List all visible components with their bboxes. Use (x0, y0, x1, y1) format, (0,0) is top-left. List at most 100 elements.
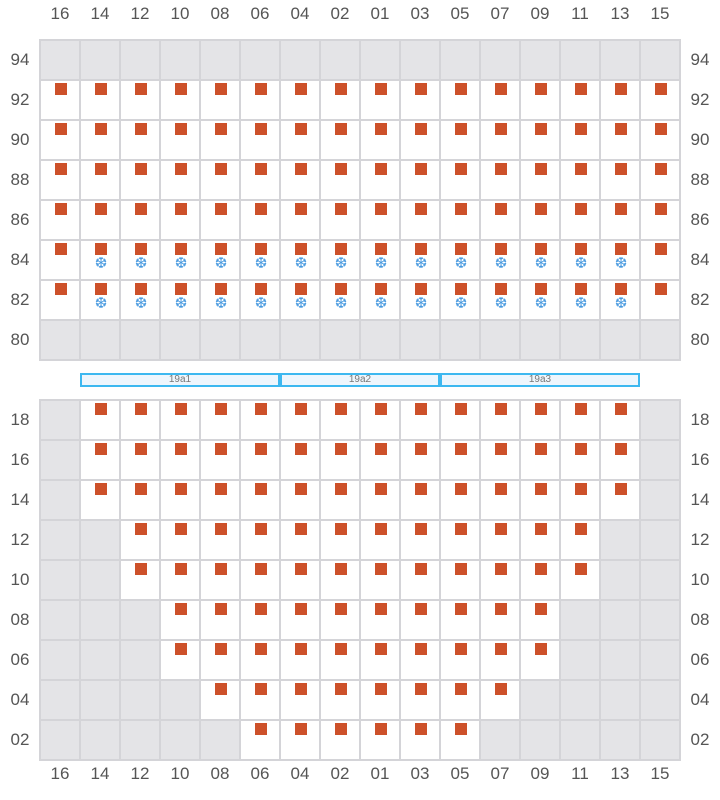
seat-cell[interactable]: ❆ (241, 241, 279, 279)
seat-marker[interactable] (495, 203, 507, 215)
seat-marker[interactable] (295, 563, 307, 575)
seat-cell[interactable] (561, 521, 599, 559)
seat-marker[interactable] (295, 603, 307, 615)
seat-cell[interactable] (441, 401, 479, 439)
seat-cell[interactable] (641, 121, 679, 159)
seat-cell[interactable] (201, 161, 239, 199)
seat-cell[interactable] (161, 601, 199, 639)
seat-marker[interactable] (295, 523, 307, 535)
seat-cell[interactable]: ❆ (481, 281, 519, 319)
seat-cell[interactable] (241, 601, 279, 639)
seat-cell[interactable] (121, 561, 159, 599)
seat-marker[interactable] (175, 563, 187, 575)
seat-cell[interactable] (401, 561, 439, 599)
seat-cell[interactable] (441, 201, 479, 239)
seat-cell[interactable] (441, 681, 479, 719)
seat-cell[interactable] (281, 721, 319, 759)
seat-marker[interactable] (175, 123, 187, 135)
seat-marker[interactable] (415, 523, 427, 535)
seat-marker[interactable] (495, 443, 507, 455)
seat-marker[interactable] (175, 403, 187, 415)
seat-marker[interactable] (495, 483, 507, 495)
seat-marker[interactable] (95, 163, 107, 175)
seat-marker[interactable] (375, 443, 387, 455)
seat-cell[interactable]: ❆ (401, 281, 439, 319)
seat-marker[interactable] (335, 643, 347, 655)
seat-marker[interactable] (535, 203, 547, 215)
seat-cell[interactable] (201, 681, 239, 719)
seat-cell[interactable] (601, 121, 639, 159)
seat-marker[interactable] (375, 683, 387, 695)
seat-cell[interactable] (241, 481, 279, 519)
seat-marker[interactable] (335, 403, 347, 415)
seat-marker[interactable] (255, 723, 267, 735)
seat-cell[interactable] (401, 441, 439, 479)
seat-cell[interactable] (321, 601, 359, 639)
seat-marker[interactable] (655, 243, 667, 255)
seat-cell[interactable] (601, 201, 639, 239)
seat-cell[interactable] (441, 561, 479, 599)
seat-marker[interactable] (255, 443, 267, 455)
seat-marker[interactable] (255, 683, 267, 695)
seat-marker[interactable] (535, 443, 547, 455)
seat-marker[interactable] (135, 443, 147, 455)
seat-marker[interactable] (335, 723, 347, 735)
seat-marker[interactable] (415, 123, 427, 135)
seat-marker[interactable] (415, 283, 427, 295)
seat-marker[interactable] (415, 563, 427, 575)
seat-cell[interactable] (521, 161, 559, 199)
seat-cell[interactable] (361, 441, 399, 479)
seat-marker[interactable] (255, 563, 267, 575)
seat-marker[interactable] (495, 683, 507, 695)
seat-marker[interactable] (495, 243, 507, 255)
seat-marker[interactable] (255, 83, 267, 95)
seat-marker[interactable] (375, 603, 387, 615)
seat-cell[interactable]: ❆ (561, 241, 599, 279)
seat-cell[interactable] (481, 681, 519, 719)
seat-marker[interactable] (135, 563, 147, 575)
seat-marker[interactable] (375, 123, 387, 135)
seat-cell[interactable] (321, 641, 359, 679)
seat-marker[interactable] (175, 443, 187, 455)
seat-marker[interactable] (455, 283, 467, 295)
seat-cell[interactable] (121, 441, 159, 479)
seat-cell[interactable] (281, 561, 319, 599)
seat-marker[interactable] (615, 483, 627, 495)
seat-cell[interactable] (121, 201, 159, 239)
seat-cell[interactable] (281, 161, 319, 199)
seat-cell[interactable] (561, 161, 599, 199)
seat-cell[interactable] (161, 641, 199, 679)
seat-cell[interactable] (441, 81, 479, 119)
seat-cell[interactable] (601, 161, 639, 199)
seat-cell[interactable] (601, 481, 639, 519)
seat-marker[interactable] (295, 163, 307, 175)
seat-marker[interactable] (575, 483, 587, 495)
seat-cell[interactable] (561, 441, 599, 479)
seat-cell[interactable] (241, 401, 279, 439)
seat-cell[interactable] (401, 481, 439, 519)
seat-marker[interactable] (415, 483, 427, 495)
seat-cell[interactable] (201, 201, 239, 239)
seat-cell[interactable]: ❆ (521, 281, 559, 319)
seat-cell[interactable] (161, 481, 199, 519)
seat-cell[interactable] (201, 601, 239, 639)
seat-marker[interactable] (535, 83, 547, 95)
seat-marker[interactable] (95, 403, 107, 415)
seat-marker[interactable] (135, 523, 147, 535)
seat-cell[interactable] (81, 121, 119, 159)
seat-marker[interactable] (455, 123, 467, 135)
seat-marker[interactable] (135, 283, 147, 295)
seat-marker[interactable] (255, 643, 267, 655)
seat-cell[interactable] (641, 201, 679, 239)
seat-marker[interactable] (135, 163, 147, 175)
seat-cell[interactable] (241, 161, 279, 199)
seat-cell[interactable] (201, 641, 239, 679)
seat-cell[interactable] (321, 561, 359, 599)
seat-cell[interactable]: ❆ (441, 241, 479, 279)
seat-marker[interactable] (575, 563, 587, 575)
seat-cell[interactable] (281, 681, 319, 719)
seat-marker[interactable] (535, 123, 547, 135)
seat-marker[interactable] (495, 83, 507, 95)
seat-marker[interactable] (455, 563, 467, 575)
seat-marker[interactable] (215, 283, 227, 295)
